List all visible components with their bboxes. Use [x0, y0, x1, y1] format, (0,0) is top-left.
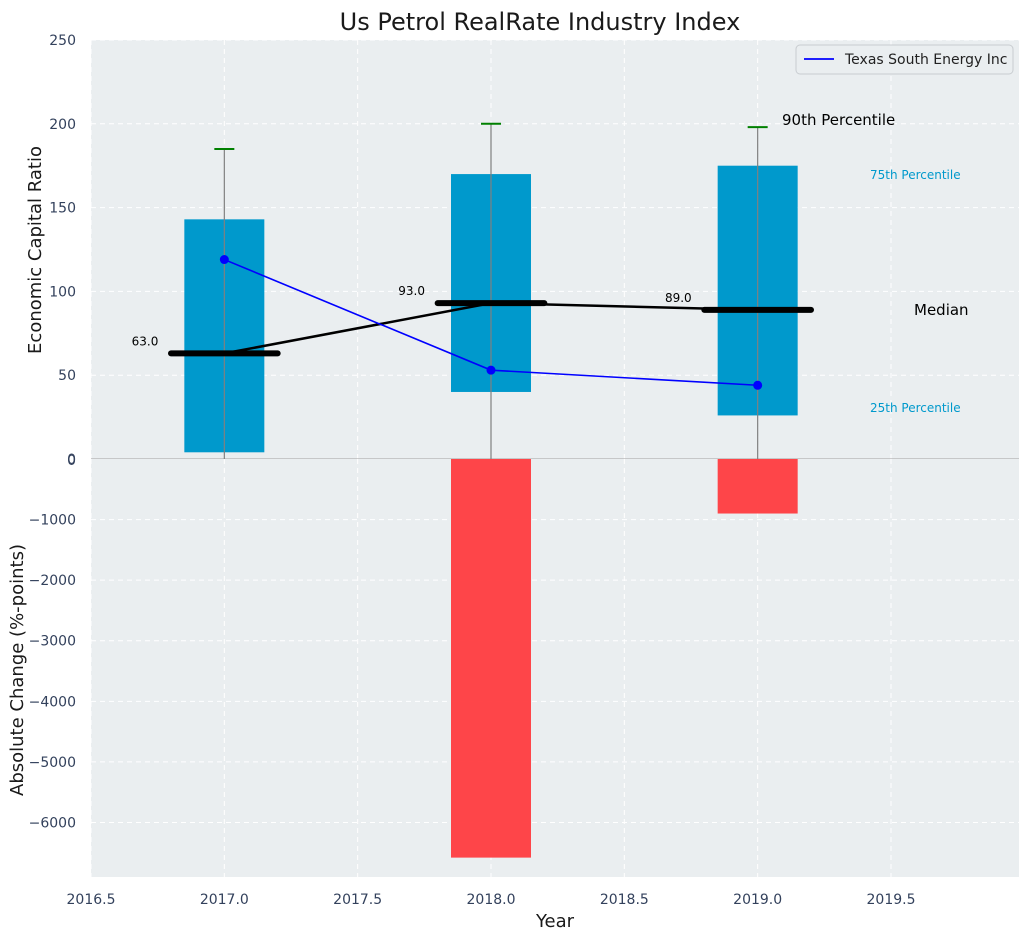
bottom-plot-background: [91, 459, 1019, 877]
p25-annotation: 25th Percentile: [870, 401, 961, 415]
bottom-panel: 2016.5 2017.0 2017.5 2018.0 2018.5 2019.0 2019…: [29, 453, 1019, 908]
top-y-tick-label: 50: [58, 368, 76, 384]
company-series-point: [753, 380, 763, 390]
x-tick-label: 2018.5: [600, 892, 649, 908]
top-y-tick-label: 250: [49, 33, 76, 49]
bottom-y-tick-label: −2000: [29, 573, 76, 589]
company-series-point: [219, 255, 229, 265]
top-y-tick-label: 100: [49, 284, 76, 300]
bottom-y-tick-label: −1000: [29, 513, 76, 529]
x-axis-label: Year: [535, 911, 575, 932]
median-value-label: 63.0: [132, 334, 159, 348]
median-value-label: 93.0: [398, 284, 425, 298]
legend-label: Texas South Energy Inc: [844, 52, 1007, 68]
x-tick-label: 2016.5: [67, 892, 116, 908]
p90-annotation: 90th Percentile: [782, 111, 895, 129]
x-tick-label: 2017.5: [333, 892, 382, 908]
bottom-y-tick-label: −5000: [29, 755, 76, 771]
top-y-tick-label: 0: [67, 452, 76, 468]
chart-title: Us Petrol RealRate Industry Index: [340, 8, 741, 36]
change-bar: [451, 459, 531, 858]
legend-box: [795, 44, 1014, 75]
change-bar: [717, 459, 798, 514]
x-tick-label: 2017.0: [200, 892, 249, 908]
x-tick-label: 2019.5: [867, 892, 916, 908]
bottom-y-tick-label: −4000: [29, 694, 76, 710]
top-y-tick-label: 150: [49, 201, 76, 217]
x-tick-label: 2018.0: [467, 892, 516, 908]
median-annotation: Median: [914, 301, 969, 319]
top-y-axis-label: Economic Capital Ratio: [25, 146, 46, 354]
x-tick-label: 2019.0: [733, 892, 782, 908]
bottom-y-tick-label: −3000: [29, 634, 76, 650]
bottom-y-tick-label: −6000: [29, 815, 76, 831]
bottom-y-axis-label: Absolute Change (%-points): [7, 544, 28, 796]
median-value-label: 89.0: [665, 291, 692, 305]
company-series-point: [486, 365, 496, 375]
bottom-y-tick-label: 0: [67, 453, 76, 469]
p75-annotation: 75th Percentile: [870, 168, 961, 182]
legend: Texas South Energy Inc: [795, 44, 1014, 75]
top-panel: 0 50 100 150 200 250 63.0 93.0 89.0 90th Percenti…: [49, 33, 1019, 468]
top-y-tick-label: 200: [49, 117, 76, 133]
